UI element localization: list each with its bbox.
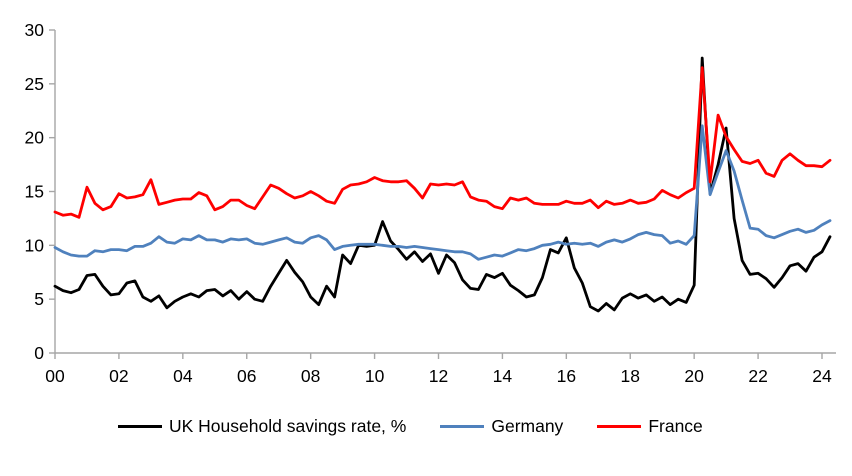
y-tick-label: 30: [25, 20, 45, 40]
y-tick-label: 20: [25, 128, 45, 148]
x-tick-label: 00: [45, 366, 65, 386]
legend-label-france: France: [648, 416, 703, 436]
y-tick-label: 5: [34, 289, 44, 309]
x-tick-label: 12: [429, 366, 448, 386]
x-tick-label: 04: [173, 366, 193, 386]
x-tick-label: 24: [812, 366, 832, 386]
chart-legend: UK Household savings rate, % Germany Fra…: [118, 416, 852, 437]
y-tick-label: 10: [25, 235, 45, 255]
y-tick-label: 25: [25, 74, 44, 94]
series-line-2: [53, 66, 832, 219]
germany-line-swatch: [440, 425, 485, 428]
legend-label-germany: Germany: [491, 416, 564, 436]
legend-item-uk: UK Household savings rate, %: [118, 416, 406, 437]
x-tick-label: 08: [301, 366, 320, 386]
x-tick-label: 06: [237, 366, 256, 386]
legend-label-uk: UK Household savings rate, %: [169, 416, 407, 436]
savings-rate-line-chart: 0 5 10 15 20 25 30 00 02 04 06 08 10 12 14 16 18 20 22 24: [25, 20, 836, 386]
y-tick-label: 0: [34, 343, 44, 363]
x-tick-label: 16: [557, 366, 576, 386]
uk-line-swatch: [118, 425, 162, 428]
x-tick-label: 18: [621, 366, 640, 386]
x-tick-label: 10: [365, 366, 385, 386]
x-tick-label: 02: [109, 366, 128, 386]
legend-item-germany: Germany: [440, 416, 563, 437]
france-line-swatch: [597, 425, 642, 428]
x-tick-label: 22: [748, 366, 767, 386]
x-tick-label: 20: [684, 366, 704, 386]
y-tick-label: 15: [25, 182, 44, 202]
x-tick-label: 14: [493, 366, 513, 386]
legend-item-france: France: [597, 416, 703, 437]
series-line-1: [53, 124, 832, 261]
